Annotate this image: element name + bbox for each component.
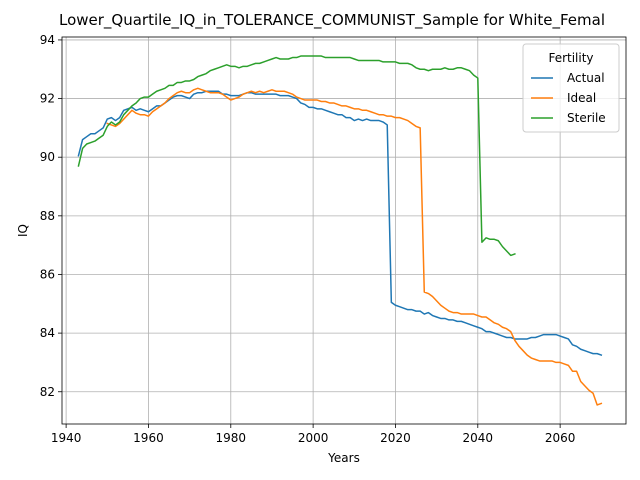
plot-frame (61, 36, 627, 425)
legend-label-actual: Actual (567, 71, 605, 85)
x-tick-label: 2020 (380, 431, 411, 445)
legend-label-sterile: Sterile (567, 111, 606, 125)
x-tick-label: 2000 (298, 431, 329, 445)
y-tick-label: 92 (40, 92, 55, 106)
series-line-sterile (77, 55, 516, 257)
legend-label-ideal: Ideal (567, 91, 596, 105)
x-axis-label: Years (327, 451, 360, 465)
x-gridlines (65, 37, 561, 424)
y-gridlines (62, 39, 626, 393)
y-tick-label: 86 (40, 267, 55, 281)
series-line-ideal (106, 87, 603, 406)
x-tick-label: 2040 (463, 431, 494, 445)
x-tick-label: 1960 (133, 431, 164, 445)
x-tick-label: 1940 (51, 431, 82, 445)
x-axis: 1940 1960 1980 2000 2020 2040 2060 (51, 424, 576, 445)
legend: Fertility Actual Ideal Sterile (522, 43, 620, 133)
legend-entries: Actual Ideal Sterile (531, 71, 606, 125)
y-axis-label: IQ (16, 224, 30, 237)
y-tick-label: 88 (40, 209, 55, 223)
y-axis: 82 84 86 88 90 92 94 (40, 33, 62, 399)
y-tick-label: 94 (40, 33, 55, 47)
chart-title: Lower_Quartile_IQ_in_TOLERANCE_COMMUNIST… (59, 11, 605, 30)
y-tick-label: 82 (40, 385, 55, 399)
y-tick-label: 90 (40, 150, 55, 164)
legend-box (522, 43, 620, 133)
x-tick-label: 2060 (545, 431, 576, 445)
series-layer (77, 55, 603, 406)
legend-title: Fertility (548, 51, 593, 65)
y-tick-label: 84 (40, 326, 55, 340)
x-tick-label: 1980 (216, 431, 247, 445)
